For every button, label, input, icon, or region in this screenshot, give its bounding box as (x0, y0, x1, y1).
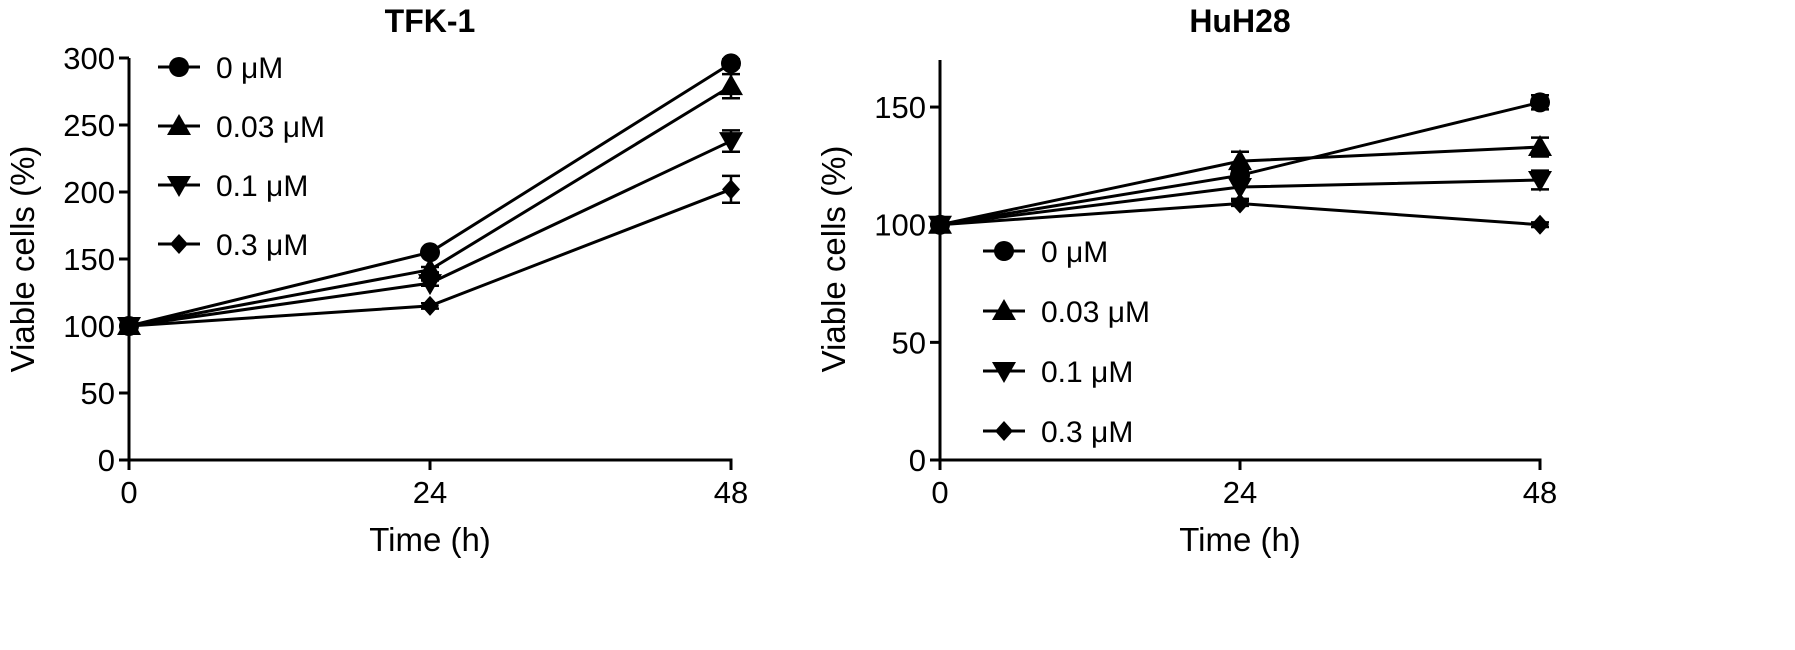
y-tick-label: 0 (98, 443, 115, 478)
legend-marker (169, 57, 189, 77)
legend-marker (992, 299, 1016, 320)
x-axis-title: Time (h) (1179, 521, 1301, 558)
chart-title: TFK-1 (385, 3, 476, 39)
legend-label: 0 μM (216, 52, 283, 85)
data-point (1531, 214, 1549, 235)
y-tick-label: 150 (874, 90, 926, 125)
legend-marker (170, 234, 188, 254)
legend-item: 0.3 μM (158, 229, 308, 262)
legend-item: 0.1 μM (983, 356, 1133, 389)
data-point (1228, 149, 1252, 171)
legend-item: 0.3 μM (983, 416, 1133, 449)
series-triangle-up (928, 135, 1552, 234)
data-point (719, 132, 743, 154)
legend-label: 0.3 μM (1041, 416, 1133, 449)
y-axis-title: Viable cells (%) (4, 146, 41, 373)
data-point (120, 316, 138, 336)
chart-huh28: HuH28 0 50 100 150 0 24 48 Time (h) Viable cells … (815, 3, 1557, 558)
legend-marker (167, 176, 191, 197)
series-diamond (931, 193, 1549, 235)
legend-label: 0.1 μM (216, 170, 308, 203)
y-tick-label: 0 (909, 443, 926, 478)
x-tick-label: 0 (931, 475, 948, 510)
x-tick-label: 24 (413, 475, 447, 510)
y-tick-label: 50 (81, 376, 115, 411)
legend-item: 0 μM (158, 52, 283, 85)
y-tick-label: 50 (892, 325, 926, 360)
x-tick-label: 24 (1223, 475, 1257, 510)
series-triangle-up (117, 72, 743, 335)
x-tick-label: 0 (120, 475, 137, 510)
legend-marker (994, 241, 1014, 261)
legend: 0 μM 0.03 μM 0.1 μM 0.3 μM (158, 52, 325, 262)
data-point (1528, 135, 1552, 157)
data-point (722, 179, 740, 200)
x-tick-label: 48 (1523, 475, 1557, 510)
data-point (418, 257, 442, 279)
y-tick-label: 300 (63, 41, 115, 76)
data-point (1528, 171, 1552, 192)
legend-marker (992, 362, 1016, 383)
data-point (1228, 178, 1252, 200)
legend-marker (995, 421, 1013, 441)
legend-label: 0.03 μM (216, 111, 325, 144)
y-tick-label: 150 (63, 242, 115, 277)
legend-marker (167, 114, 191, 135)
legend-item: 0.1 μM (158, 170, 308, 203)
legend-label: 0.1 μM (1041, 356, 1133, 389)
data-point (721, 53, 741, 74)
legend-item: 0.03 μM (158, 111, 325, 144)
series-diamond (120, 174, 740, 336)
data-point (1530, 92, 1550, 113)
data-point (1231, 193, 1249, 214)
legend-label: 0.03 μM (1041, 296, 1150, 329)
legend-label: 0.3 μM (216, 229, 308, 262)
y-axis-title: Viable cells (%) (815, 146, 852, 373)
x-tick-label: 48 (714, 475, 748, 510)
x-axis-title: Time (h) (369, 521, 491, 558)
legend-label: 0 μM (1041, 236, 1108, 269)
y-tick-label: 100 (874, 208, 926, 243)
data-point (719, 74, 743, 96)
legend-item: 0.03 μM (983, 296, 1150, 329)
y-tick-label: 100 (63, 309, 115, 344)
y-tick-label: 200 (63, 175, 115, 210)
legend: 0 μM 0.03 μM 0.1 μM 0.3 μM (983, 236, 1150, 449)
data-point (418, 274, 442, 296)
data-point (421, 295, 439, 316)
chart-tfk1: TFK-1 0 50 100 150 200 250 300 0 24 48 Time (h) Viab… (4, 3, 748, 558)
y-tick-label: 250 (63, 108, 115, 143)
legend-item: 0 μM (983, 236, 1108, 269)
data-point (931, 214, 949, 235)
data-point (420, 242, 440, 263)
chart-title: HuH28 (1189, 3, 1290, 39)
